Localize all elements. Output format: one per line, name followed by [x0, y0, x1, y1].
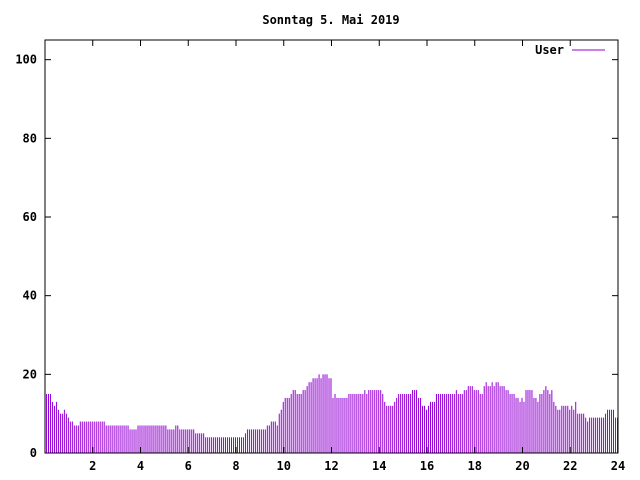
- x-tick-label-20: 20: [515, 459, 529, 473]
- x-tick-label-2: 2: [89, 459, 96, 473]
- y-tick-label-40: 40: [23, 289, 37, 303]
- x-tick-label-22: 22: [563, 459, 577, 473]
- x-tick-label-6: 6: [185, 459, 192, 473]
- y-tick-label-20: 20: [23, 367, 37, 381]
- chart-title: Sonntag 5. Mai 2019: [262, 13, 399, 27]
- y-tick-label-0: 0: [30, 446, 37, 460]
- legend-label-0: User: [535, 43, 564, 57]
- x-tick-label-16: 16: [420, 459, 434, 473]
- x-tick-label-18: 18: [468, 459, 482, 473]
- y-tick-label-60: 60: [23, 210, 37, 224]
- x-tick-label-12: 12: [324, 459, 338, 473]
- x-tick-label-4: 4: [137, 459, 144, 473]
- x-tick-label-10: 10: [277, 459, 291, 473]
- bar-group: [45, 374, 618, 453]
- x-tick-label-24: 24: [611, 459, 625, 473]
- legend: User: [535, 43, 605, 57]
- y-tick-label-80: 80: [23, 131, 37, 145]
- y-tick-label-100: 100: [15, 53, 37, 67]
- x-tick-label-14: 14: [372, 459, 386, 473]
- x-tick-label-8: 8: [232, 459, 239, 473]
